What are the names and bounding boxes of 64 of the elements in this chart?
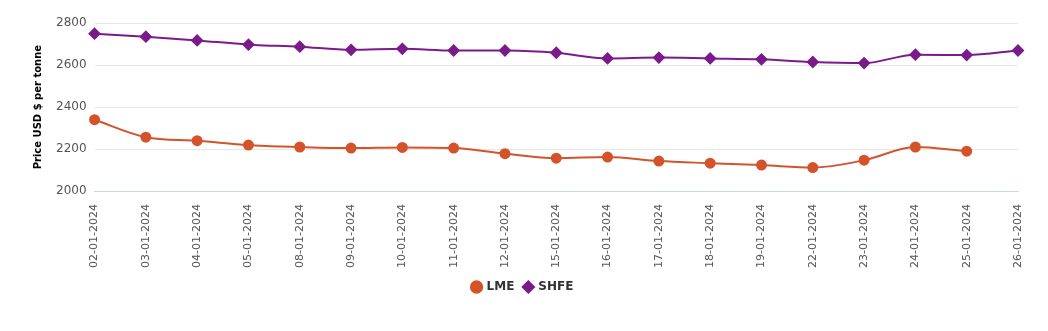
x-tick-label: 10-01-2024 bbox=[395, 204, 409, 269]
point bbox=[1012, 44, 1024, 57]
y-tick-label: 2800 bbox=[55, 15, 87, 30]
point bbox=[88, 27, 101, 40]
x-tick-label: 11-01-2024 bbox=[446, 204, 460, 269]
point bbox=[961, 145, 973, 157]
point bbox=[242, 38, 255, 51]
point bbox=[755, 53, 768, 66]
point bbox=[448, 142, 460, 154]
x-tick-label: 17-01-2024 bbox=[651, 204, 665, 269]
x-tick-label: 02-01-2024 bbox=[87, 204, 101, 269]
y-axis-title: Price USD $ per tonne bbox=[31, 44, 43, 170]
x-tick-label: 12-01-2024 bbox=[497, 204, 511, 269]
point bbox=[807, 162, 819, 174]
x-tick-label: 04-01-2024 bbox=[190, 204, 204, 269]
point bbox=[550, 152, 562, 164]
point bbox=[960, 49, 973, 62]
x-tick-label: 19-01-2024 bbox=[754, 204, 768, 269]
x-tick-label: 26-01-2024 bbox=[1010, 204, 1024, 269]
point bbox=[191, 135, 203, 147]
point bbox=[345, 43, 358, 56]
point bbox=[498, 44, 511, 57]
point bbox=[550, 46, 563, 59]
legend-label: LME bbox=[486, 279, 515, 294]
point bbox=[140, 131, 152, 143]
point bbox=[601, 52, 614, 65]
y-tick-label: 2400 bbox=[55, 99, 87, 114]
point bbox=[345, 142, 357, 154]
point bbox=[858, 57, 871, 70]
point bbox=[704, 157, 716, 169]
x-tick-label: 23-01-2024 bbox=[856, 204, 870, 269]
point bbox=[293, 40, 306, 53]
point bbox=[499, 148, 511, 160]
x-tick-label: 16-01-2024 bbox=[600, 204, 614, 269]
point bbox=[191, 34, 204, 47]
x-tick-label: 09-01-2024 bbox=[343, 204, 357, 269]
x-tick-label: 15-01-2024 bbox=[549, 204, 563, 269]
y-tick-label: 2600 bbox=[55, 57, 87, 72]
y-tick-label: 2000 bbox=[55, 183, 87, 198]
x-tick-label: 05-01-2024 bbox=[241, 204, 255, 269]
point bbox=[858, 154, 870, 166]
x-tick-label: 22-01-2024 bbox=[805, 204, 819, 269]
y-tick-label: 2200 bbox=[55, 141, 87, 156]
x-tick-label: 25-01-2024 bbox=[959, 204, 973, 269]
point bbox=[89, 114, 101, 126]
point bbox=[653, 155, 665, 167]
x-tick-label: 08-01-2024 bbox=[292, 204, 306, 269]
point bbox=[396, 141, 408, 153]
x-tick-label: 03-01-2024 bbox=[138, 204, 152, 269]
point bbox=[755, 159, 767, 171]
point bbox=[396, 42, 409, 55]
point bbox=[447, 44, 460, 57]
point bbox=[242, 139, 254, 151]
point bbox=[652, 51, 665, 64]
point bbox=[704, 52, 717, 65]
point bbox=[909, 141, 921, 153]
point bbox=[294, 141, 306, 153]
x-tick-label: 24-01-2024 bbox=[908, 204, 922, 269]
point bbox=[139, 30, 152, 43]
point bbox=[806, 56, 819, 69]
x-tick-label: 18-01-2024 bbox=[703, 204, 717, 269]
legend-label: SHFE bbox=[538, 279, 574, 294]
point bbox=[909, 48, 922, 61]
point bbox=[602, 151, 614, 163]
